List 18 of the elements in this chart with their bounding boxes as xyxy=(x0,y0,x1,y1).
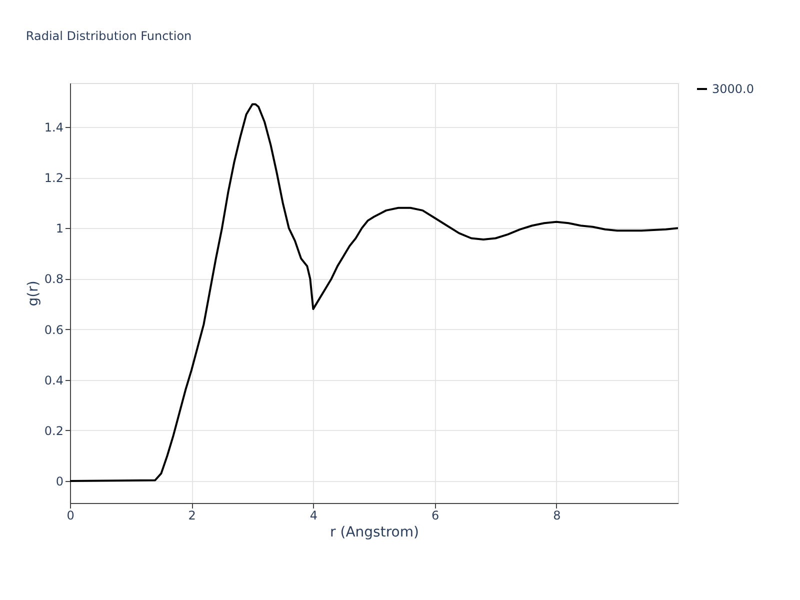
x-tick-label: 2 xyxy=(188,508,196,522)
x-tick-label: 4 xyxy=(310,508,318,522)
x-tick-label: 0 xyxy=(66,508,74,522)
x-tick-label: 8 xyxy=(553,508,561,522)
chart-title: Radial Distribution Function xyxy=(26,29,192,43)
legend-label: 3000.0 xyxy=(712,82,754,96)
y-tick-label: 0.2 xyxy=(44,424,64,438)
y-tick-label: 1.4 xyxy=(44,120,64,134)
y-tick-label: 0.4 xyxy=(44,373,64,388)
y-tick-label: 0.8 xyxy=(44,272,64,286)
x-axis-title: r (Angstrom) xyxy=(330,524,419,540)
y-tick-label: 0.6 xyxy=(44,322,64,337)
x-tick-label: 6 xyxy=(431,508,440,522)
y-tick-label: 1 xyxy=(56,222,64,236)
y-axis-title: g(r) xyxy=(25,280,42,306)
y-tick-label: 0 xyxy=(56,474,64,488)
line-series xyxy=(70,103,678,482)
y-tick-label: 1.2 xyxy=(44,171,64,186)
